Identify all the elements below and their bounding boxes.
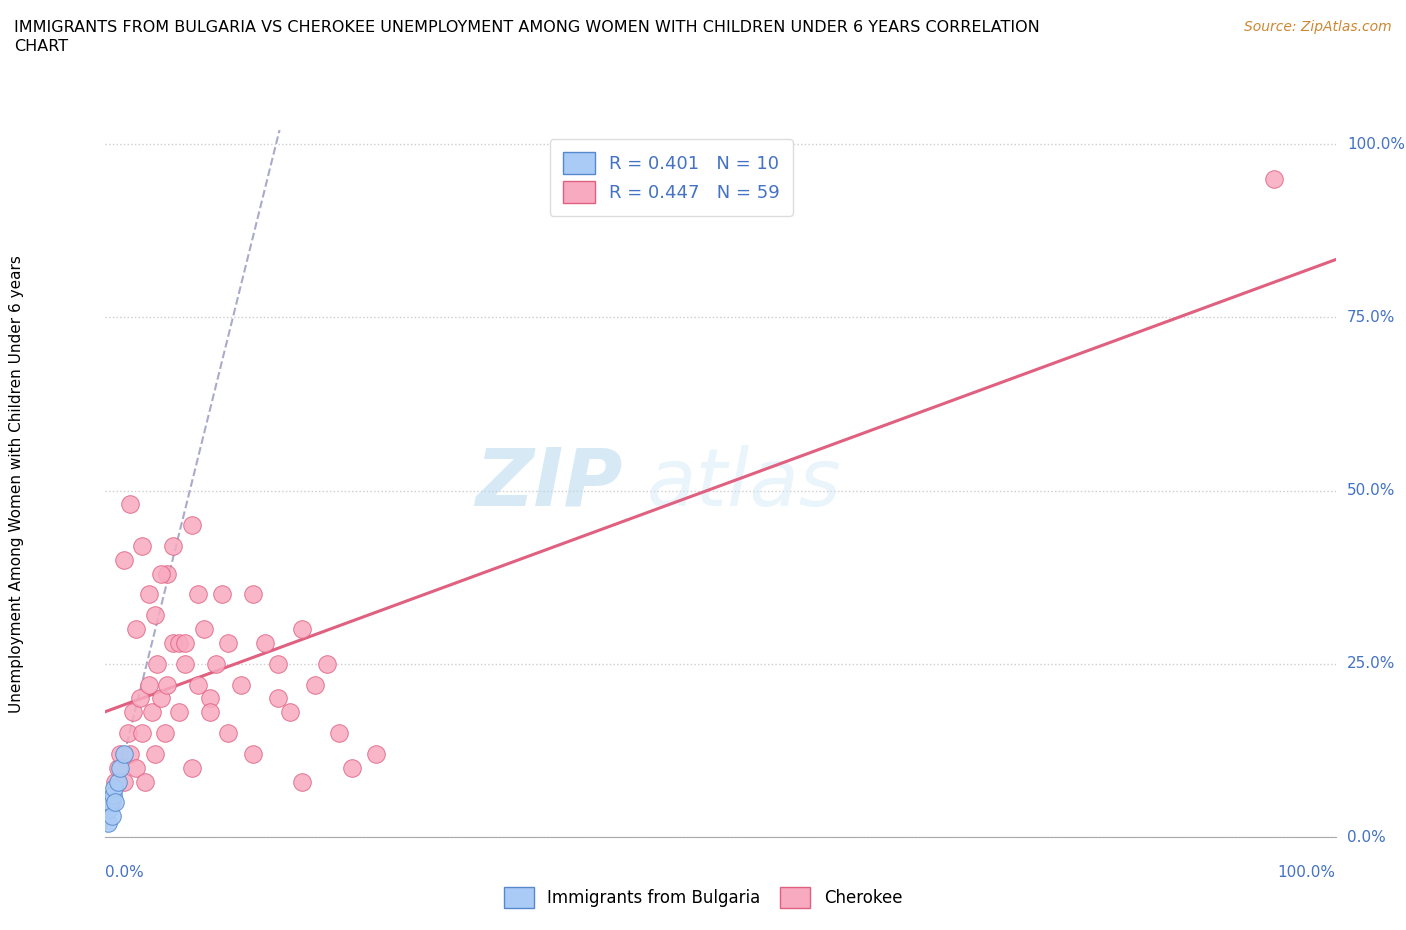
Point xyxy=(174,657,197,671)
Point xyxy=(340,760,363,775)
Point xyxy=(315,657,337,671)
Legend: R = 0.401   N = 10, R = 0.447   N = 59: R = 0.401 N = 10, R = 0.447 N = 59 xyxy=(550,140,793,216)
Point xyxy=(218,725,240,740)
Point xyxy=(146,657,169,671)
Point xyxy=(100,795,122,810)
Point xyxy=(1263,171,1285,186)
Point xyxy=(97,816,120,830)
Point xyxy=(107,774,129,789)
Point xyxy=(112,747,135,762)
Text: atlas: atlas xyxy=(647,445,842,523)
Point xyxy=(131,538,153,553)
Point xyxy=(174,635,197,650)
Point xyxy=(267,657,290,671)
Point xyxy=(143,747,166,762)
Point xyxy=(100,809,122,824)
Point xyxy=(187,587,209,602)
Point xyxy=(187,677,209,692)
Point xyxy=(366,747,388,762)
Text: 0.0%: 0.0% xyxy=(105,865,145,880)
Point xyxy=(143,608,166,623)
Point xyxy=(98,795,122,810)
Point xyxy=(112,552,135,567)
Point xyxy=(149,691,172,706)
Text: 0.0%: 0.0% xyxy=(1347,830,1386,844)
Legend: Immigrants from Bulgaria, Cherokee: Immigrants from Bulgaria, Cherokee xyxy=(498,881,908,914)
Text: Unemployment Among Women with Children Under 6 years: Unemployment Among Women with Children U… xyxy=(10,255,24,712)
Point xyxy=(291,621,314,636)
Point xyxy=(156,677,179,692)
Text: 50.0%: 50.0% xyxy=(1347,483,1395,498)
Point xyxy=(101,788,124,803)
Point xyxy=(254,635,277,650)
Point xyxy=(120,747,141,762)
Point xyxy=(328,725,350,740)
Point xyxy=(110,747,132,762)
Point xyxy=(169,635,191,650)
Text: IMMIGRANTS FROM BULGARIA VS CHEROKEE UNEMPLOYMENT AMONG WOMEN WITH CHILDREN UNDE: IMMIGRANTS FROM BULGARIA VS CHEROKEE UNE… xyxy=(14,20,1040,35)
Point xyxy=(267,691,290,706)
Point xyxy=(112,774,135,789)
Point xyxy=(180,760,202,775)
Point xyxy=(98,802,121,817)
Point xyxy=(229,677,252,692)
Point xyxy=(304,677,326,692)
Point xyxy=(205,657,228,671)
Point xyxy=(125,760,148,775)
Point xyxy=(169,705,191,720)
Point xyxy=(242,747,264,762)
Text: 100.0%: 100.0% xyxy=(1347,137,1405,152)
Point xyxy=(162,538,184,553)
Text: 25.0%: 25.0% xyxy=(1347,657,1395,671)
Point xyxy=(103,781,125,796)
Point xyxy=(278,705,301,720)
Text: Source: ZipAtlas.com: Source: ZipAtlas.com xyxy=(1244,20,1392,34)
Point xyxy=(138,677,160,692)
Point xyxy=(291,774,314,789)
Point xyxy=(180,518,202,533)
Point xyxy=(134,774,156,789)
Point xyxy=(198,691,221,706)
Point xyxy=(131,725,153,740)
Point xyxy=(138,587,160,602)
Point xyxy=(129,691,152,706)
Point xyxy=(117,725,139,740)
Point xyxy=(121,705,143,720)
Point xyxy=(104,795,127,810)
Text: 75.0%: 75.0% xyxy=(1347,310,1395,325)
Point xyxy=(104,774,127,789)
Point xyxy=(218,635,240,650)
Point xyxy=(198,705,221,720)
Point xyxy=(162,635,184,650)
Point xyxy=(193,621,215,636)
Point xyxy=(120,497,141,512)
Point xyxy=(141,705,163,720)
Point xyxy=(242,587,264,602)
Point xyxy=(153,725,176,740)
Text: ZIP: ZIP xyxy=(475,445,621,523)
Point xyxy=(149,566,172,581)
Point xyxy=(211,587,233,602)
Point xyxy=(156,566,179,581)
Text: 100.0%: 100.0% xyxy=(1278,865,1336,880)
Point xyxy=(107,760,129,775)
Point xyxy=(110,760,132,775)
Point xyxy=(125,621,148,636)
Text: CHART: CHART xyxy=(14,39,67,54)
